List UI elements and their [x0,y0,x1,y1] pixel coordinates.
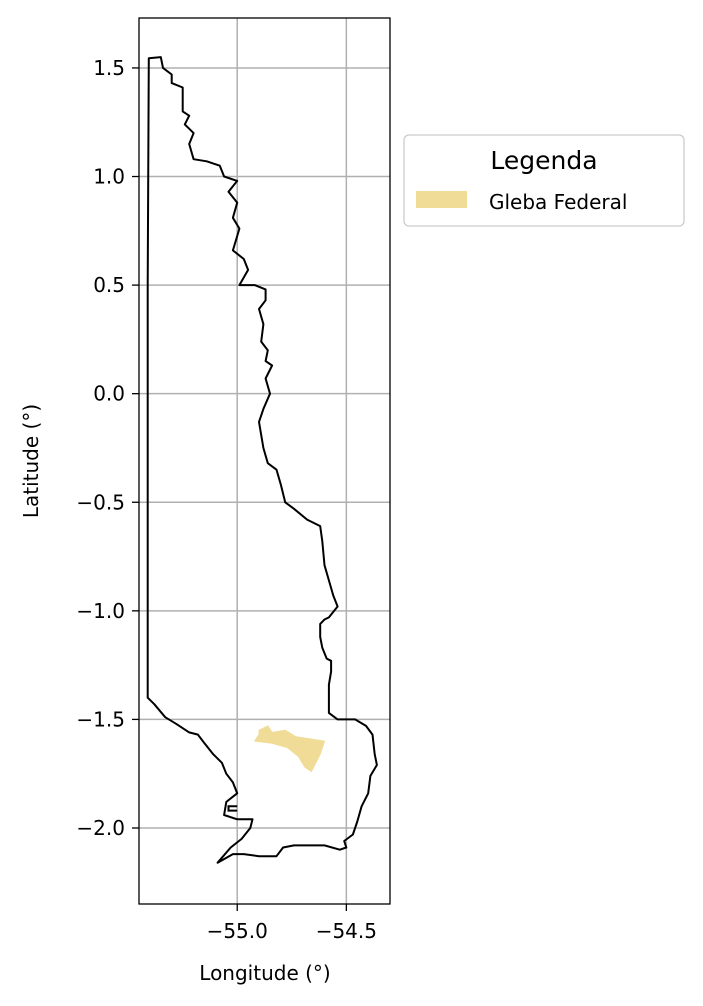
axis-ticks: −55.0 −54.5 1.5 1.0 0.5 0.0 −0.5 −1.0 −1.5 −2.0 [76,56,377,943]
y-tick-label: 0.5 [93,273,125,297]
legend: Legenda Gleba Federal [403,134,685,227]
grid-lines [139,18,390,904]
municipality-boundary [146,56,378,864]
legend-box [403,134,685,227]
x-tick-label: −55.0 [207,919,268,943]
legend-swatch-gleba-federal [416,191,467,208]
y-tick-label: −0.5 [76,490,125,514]
river-segments [227,805,238,812]
legend-title: Legenda [490,146,597,175]
legend-entry-gleba-federal: Gleba Federal [489,190,627,214]
y-axis-label: Latitude (°) [19,404,43,518]
x-axis-label: Longitude (°) [199,961,330,985]
y-tick-label: −2.0 [76,816,125,840]
axes-frame [138,17,391,905]
x-tick-label: −54.5 [316,919,377,943]
y-tick-label: 0.0 [93,382,125,406]
y-tick-label: 1.5 [93,56,125,80]
y-tick-label: −1.0 [76,599,125,623]
y-tick-label: 1.0 [93,165,125,189]
y-tick-label: −1.5 [76,707,125,731]
river-segment [227,805,238,812]
map-layers [146,56,378,864]
gleba-federal-area [253,725,326,773]
